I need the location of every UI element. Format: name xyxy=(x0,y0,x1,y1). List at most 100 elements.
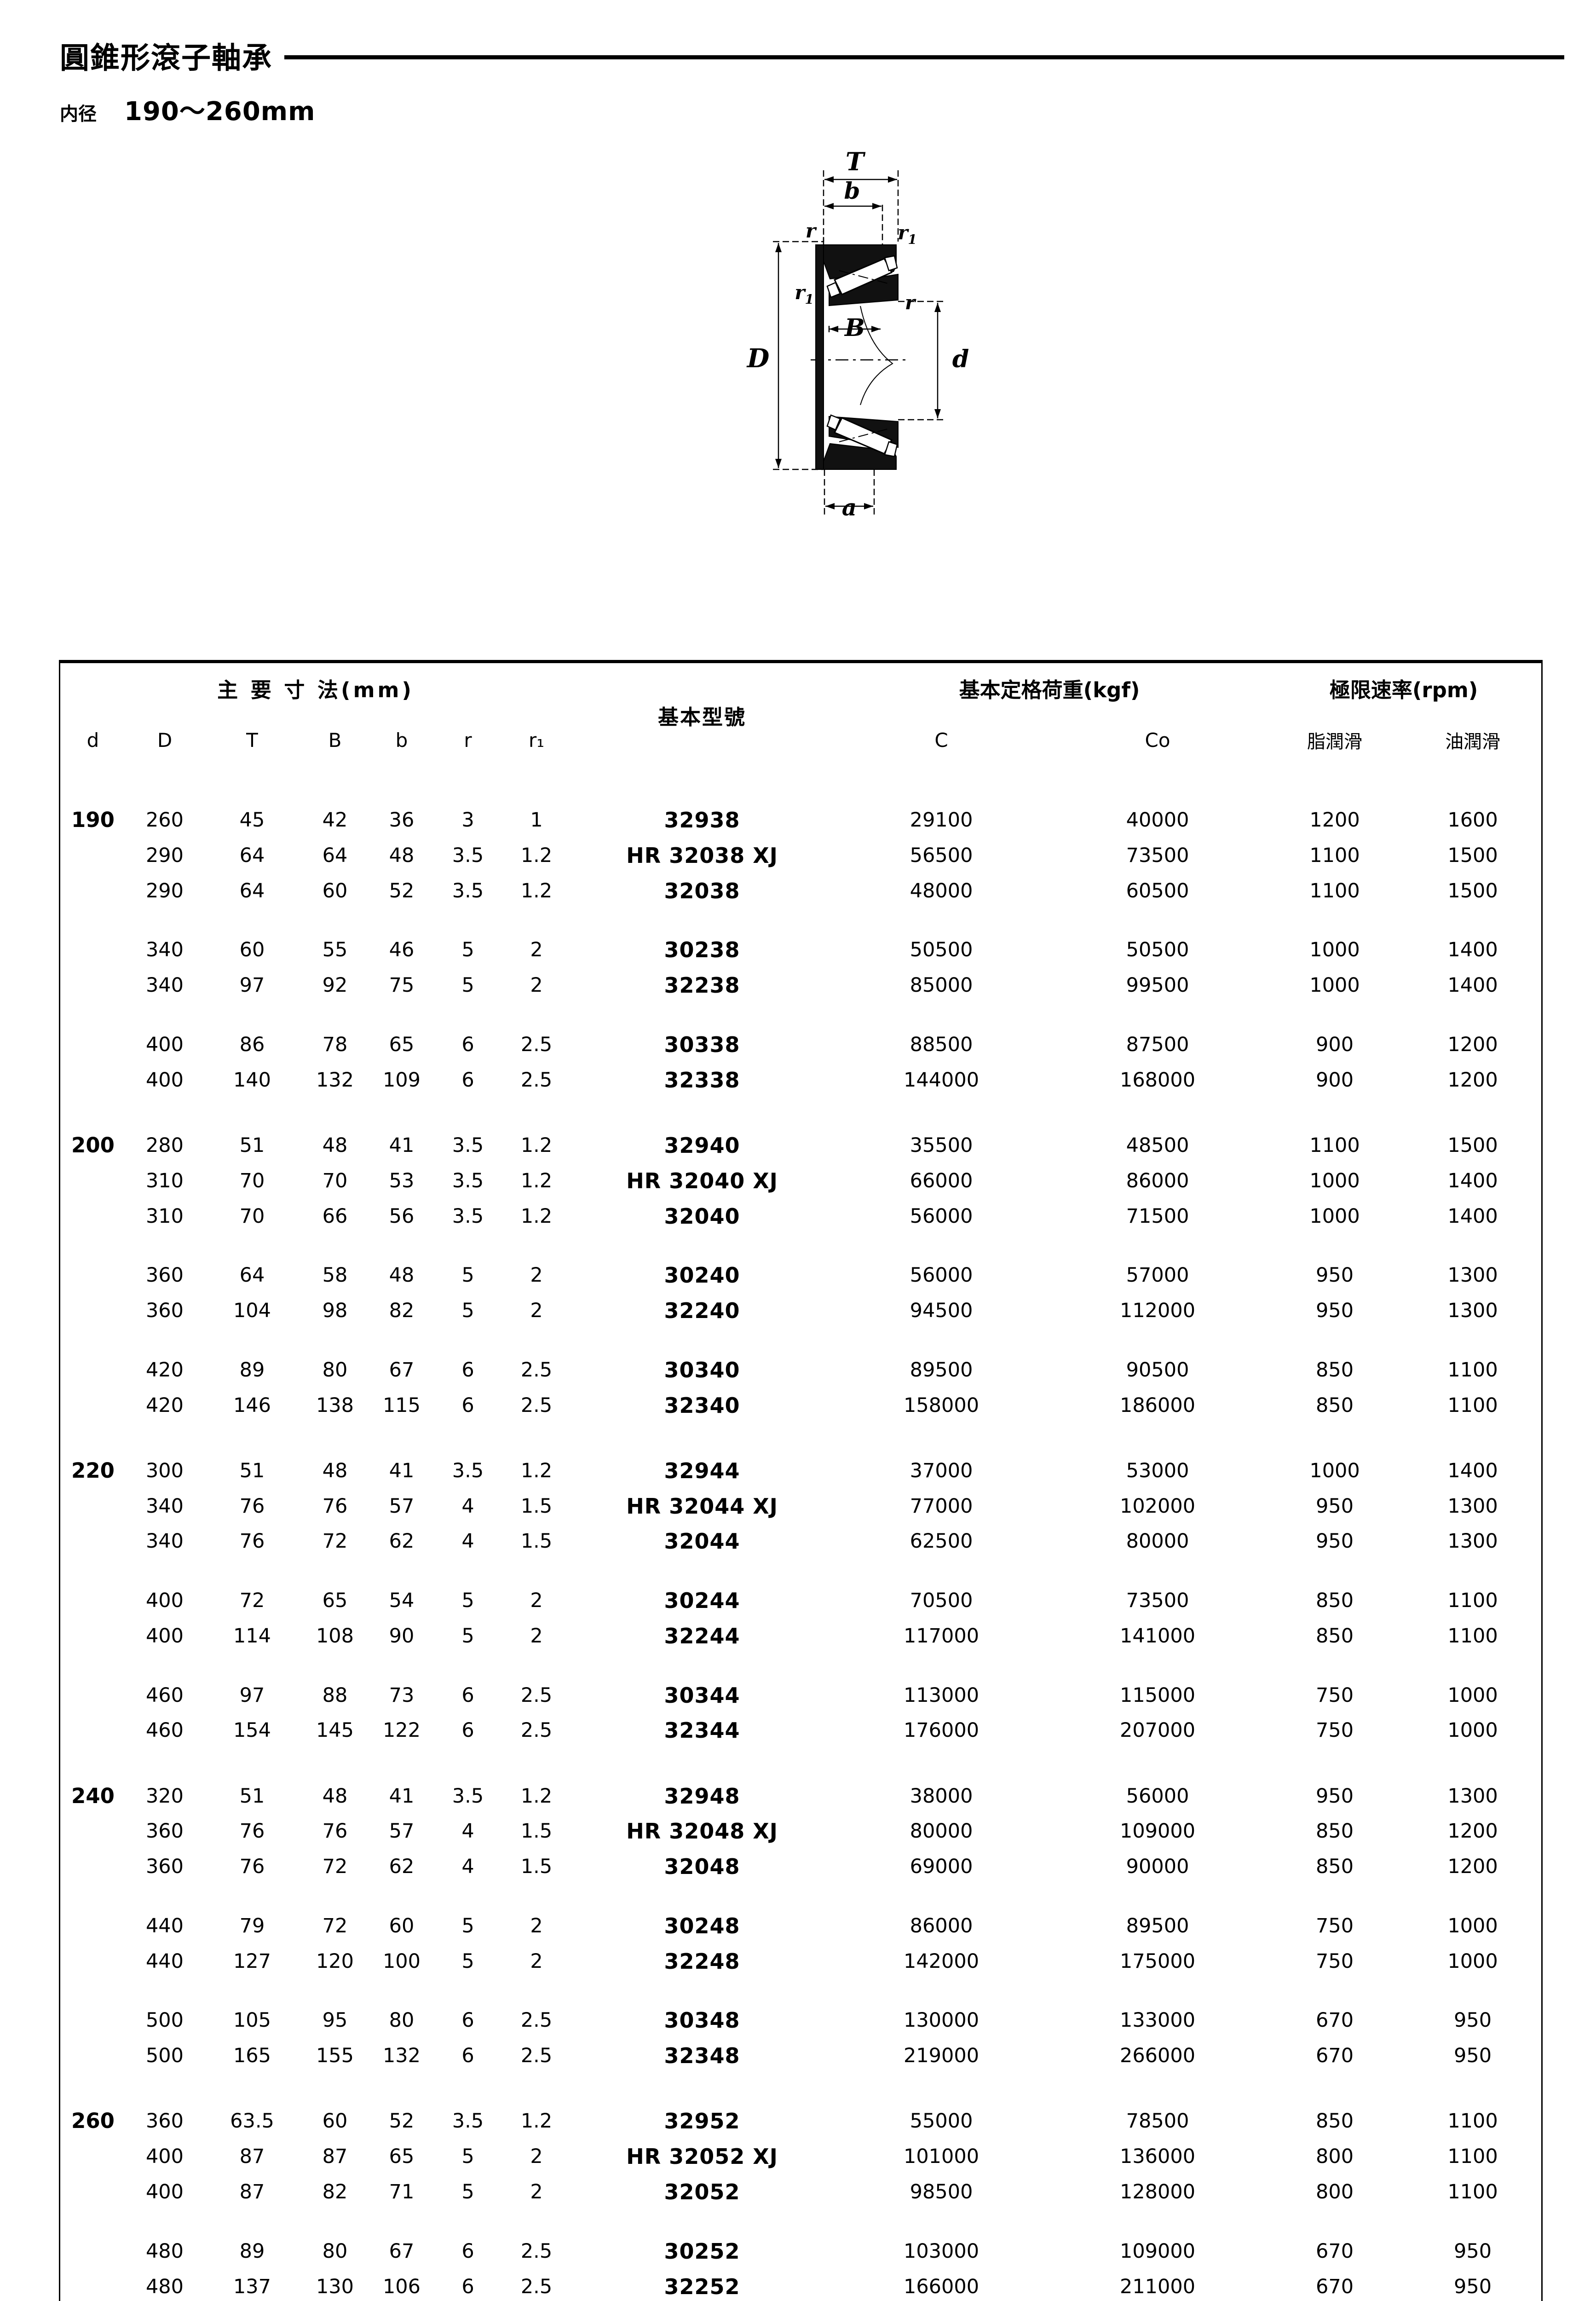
cell-oil: 950 xyxy=(1454,2009,1492,2032)
table-row[interactable]: 310 70 70 53 3.5 1.2 HR 32040 XJ 66000 86000 1000… xyxy=(60,1163,1542,1198)
cell-C: 50500 xyxy=(910,938,973,962)
table-row[interactable]: 200 280 51 48 41 3.5 1.2 32940 35500 48500 1100 150… xyxy=(60,1128,1542,1163)
cell-T: 105 xyxy=(233,2009,271,2032)
cell-oil: 1300 xyxy=(1447,1530,1498,1553)
cell-r: 3.5 xyxy=(452,2110,484,2133)
cell-B: 72 xyxy=(322,1530,348,1553)
cell-B: 48 xyxy=(322,1784,348,1808)
dim-label-d: d xyxy=(952,345,969,373)
table-row[interactable]: 420 89 80 67 6 2.5 30340 89500 90500 850 1100 xyxy=(60,1352,1542,1388)
cell-r: 6 xyxy=(461,1719,474,1742)
table-row[interactable]: 360 64 58 48 5 2 30240 56000 57000 950 1300 xyxy=(60,1258,1542,1293)
table-row[interactable]: 400 86 78 65 6 2.5 30338 88500 87500 900 1200 xyxy=(60,1027,1542,1063)
table-row[interactable]: 220 300 51 48 41 3.5 1.2 32944 37000 53000 1000 140… xyxy=(60,1453,1542,1488)
cell-Co: 86000 xyxy=(1126,1169,1189,1192)
cell-r1: 1 xyxy=(530,809,543,832)
cell-b: 67 xyxy=(389,2239,415,2263)
cell-grease: 950 xyxy=(1316,1299,1354,1323)
table-row[interactable]: 290 64 64 48 3.5 1.2 HR 32038 XJ 56500 73500 1100… xyxy=(60,838,1542,873)
cell-Co: 112000 xyxy=(1119,1299,1196,1323)
cell-r1: 1.2 xyxy=(520,1204,553,1228)
cell-grease: 950 xyxy=(1316,1494,1354,1518)
table-row[interactable]: 460 154 145 122 6 2.5 32344 176000 207000 750 1000 xyxy=(60,1713,1542,1748)
cell-T: 79 xyxy=(239,1914,265,1937)
cell-r1: 2.5 xyxy=(520,2044,553,2068)
table-row[interactable]: 240 320 51 48 41 3.5 1.2 32948 38000 56000 950 1300 xyxy=(60,1778,1542,1814)
cell-r1: 1.5 xyxy=(520,1530,553,1553)
table-row[interactable]: 290 64 60 52 3.5 1.2 32038 48000 60500 1100 1500 xyxy=(60,873,1542,908)
table-row[interactable]: 400 140 132 109 6 2.5 32338 144000 168000 900 1200 xyxy=(60,1062,1542,1098)
cell-C: 88500 xyxy=(910,1033,973,1056)
cell-T: 87 xyxy=(239,2180,265,2204)
cell-b: 60 xyxy=(389,1914,415,1937)
cell-grease: 1100 xyxy=(1309,1134,1360,1157)
cell-oil: 1000 xyxy=(1447,1683,1498,1707)
cell-b: 132 xyxy=(382,2044,421,2068)
table-row[interactable]: 480 137 130 106 6 2.5 32252 166000 211000 670 950 xyxy=(60,2269,1542,2301)
table-row[interactable]: 340 76 72 62 4 1.5 32044 62500 80000 950 1300 xyxy=(60,1524,1542,1559)
table-row[interactable]: 400 114 108 90 5 2 32244 117000 141000 850 1100 xyxy=(60,1619,1542,1654)
cell-C: 66000 xyxy=(910,1169,973,1192)
cell-oil: 1500 xyxy=(1447,1134,1498,1157)
cell-B: 48 xyxy=(322,1134,348,1157)
table-row[interactable]: 400 87 87 65 5 2 HR 32052 XJ 101000 136000 800 110… xyxy=(60,2139,1542,2174)
cell-C: 56000 xyxy=(910,1204,973,1228)
table-row[interactable]: 360 104 98 82 5 2 32240 94500 112000 950 1300 xyxy=(60,1293,1542,1329)
cell-r: 6 xyxy=(461,2275,474,2298)
cell-B: 92 xyxy=(322,974,348,997)
cell-r: 5 xyxy=(461,938,474,962)
cell-D: 420 xyxy=(145,1358,184,1382)
title-rule xyxy=(284,55,1564,59)
cell-oil: 1100 xyxy=(1447,2180,1498,2204)
table-row[interactable]: 500 165 155 132 6 2.5 32348 219000 266000 670 950 xyxy=(60,2038,1542,2074)
row-spacer xyxy=(60,1423,1542,1453)
cell-d xyxy=(60,2269,126,2301)
cell-D: 290 xyxy=(145,844,184,867)
cell-T: 60 xyxy=(239,938,265,962)
cell-d xyxy=(60,968,126,1003)
cell-r1: 2.5 xyxy=(520,2009,553,2032)
table-row[interactable]: 400 72 65 54 5 2 30244 70500 73500 850 1100 xyxy=(60,1583,1542,1619)
table-row[interactable]: 260 360 63.5 60 52 3.5 1.2 32952 55000 78500 850 11… xyxy=(60,2104,1542,2139)
cell-B: 76 xyxy=(322,1494,348,1518)
cell-C: 130000 xyxy=(903,2009,979,2032)
table-row[interactable]: 460 97 88 73 6 2.5 30344 113000 115000 750 1000 xyxy=(60,1677,1542,1713)
table-row[interactable]: 310 70 66 56 3.5 1.2 32040 56000 71500 1000 1400 xyxy=(60,1198,1542,1234)
page-title: 圓錐形滾子軸承 xyxy=(60,41,272,75)
cell-model: HR 32052 XJ xyxy=(626,2144,778,2169)
cell-grease: 750 xyxy=(1316,1914,1354,1937)
table-row[interactable]: 500 105 95 80 6 2.5 30348 130000 133000 670 950 xyxy=(60,2003,1542,2038)
table-row[interactable]: 440 79 72 60 5 2 30248 86000 89500 750 1000 xyxy=(60,1908,1542,1944)
cell-oil: 1200 xyxy=(1447,1855,1498,1879)
table-row[interactable]: 420 146 138 115 6 2.5 32340 158000 186000 850 1100 xyxy=(60,1388,1542,1423)
cell-d: 220 xyxy=(71,1458,115,1483)
cell-D: 480 xyxy=(145,2275,184,2298)
cell-r1: 2.5 xyxy=(520,2239,553,2263)
table-row[interactable]: 340 97 92 75 5 2 32238 85000 99500 1000 1400 xyxy=(60,968,1542,1003)
table-row[interactable]: 400 87 82 71 5 2 32052 98500 128000 800 1100 xyxy=(60,2174,1542,2210)
table-row[interactable]: 190 260 45 42 36 3 1 32938 29100 40000 1200 1600 xyxy=(60,803,1542,838)
cell-model: 32344 xyxy=(664,1718,740,1743)
cell-d xyxy=(60,932,126,968)
cell-d xyxy=(60,2003,126,2038)
bearing-diagram: T b r r1 r1 r B D d a xyxy=(709,147,1067,607)
cell-model: 32044 xyxy=(664,1529,740,1554)
table-row[interactable]: 340 60 55 46 5 2 30238 50500 50500 1000 1400 xyxy=(60,932,1542,968)
header-load: 基本定格荷重(kgf) xyxy=(959,677,1140,702)
cell-r1: 2 xyxy=(530,1624,543,1648)
cell-T: 76 xyxy=(239,1820,265,1843)
table-row[interactable]: 440 127 120 100 5 2 32248 142000 175000 750 1000 xyxy=(60,1943,1542,1979)
cell-B: 87 xyxy=(322,2145,348,2168)
cell-grease: 950 xyxy=(1316,1530,1354,1553)
cell-r: 3.5 xyxy=(452,1134,484,1157)
table-row[interactable]: 480 89 80 67 6 2.5 30252 103000 109000 670 950 xyxy=(60,2233,1542,2269)
table-row[interactable]: 360 76 72 62 4 1.5 32048 69000 90000 850 1200 xyxy=(60,1849,1542,1885)
cell-d xyxy=(60,1524,126,1559)
cell-D: 360 xyxy=(145,1820,184,1843)
table-row[interactable]: 360 76 76 57 4 1.5 HR 32048 XJ 80000 109000 850 12… xyxy=(60,1814,1542,1849)
table-row[interactable]: 340 76 76 57 4 1.5 HR 32044 XJ 77000 102000 950 13… xyxy=(60,1488,1542,1524)
cell-grease: 800 xyxy=(1316,2145,1354,2168)
cell-oil: 1400 xyxy=(1447,1459,1498,1482)
cell-b: 54 xyxy=(389,1589,415,1613)
cell-C: 144000 xyxy=(903,1068,979,1092)
